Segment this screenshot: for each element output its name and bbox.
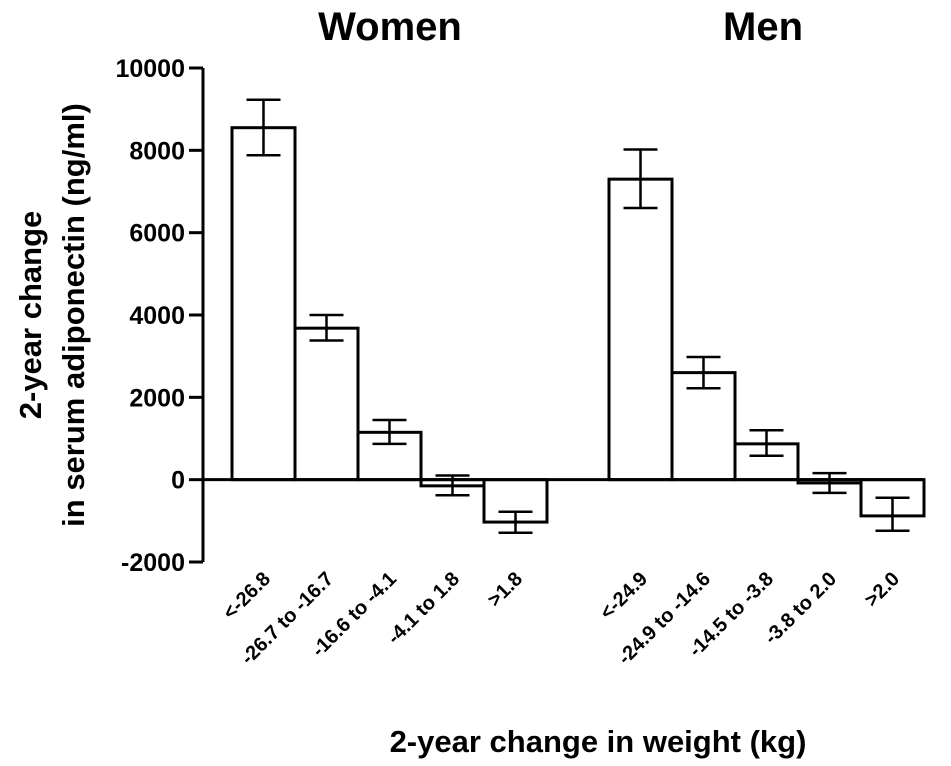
error-bar-women-1 xyxy=(246,98,281,157)
bar-women-1 xyxy=(230,126,297,482)
y-axis-title-line-2: in serum adiponectin (ng/ml) xyxy=(56,103,91,527)
y-tick-label: 6000 xyxy=(129,220,185,248)
error-bar-men-1 xyxy=(623,148,658,210)
x-tick-label: <-24.9 xyxy=(596,568,652,624)
group-title-women: Women xyxy=(318,5,462,49)
error-bar-men-3 xyxy=(749,429,784,458)
y-tick-label: 4000 xyxy=(129,302,185,330)
x-tick-label: >2.0 xyxy=(861,568,904,611)
error-bar-women-5 xyxy=(498,510,533,535)
x-axis-title: 2-year change in weight (kg) xyxy=(390,724,807,759)
bar-women-2 xyxy=(293,326,360,482)
bar-men-3 xyxy=(733,442,800,482)
y-tick-label: 2000 xyxy=(129,384,185,412)
error-bar-men-5 xyxy=(875,496,910,532)
x-tick-label: <-26.8 xyxy=(219,568,275,624)
y-tick-label: -2000 xyxy=(121,549,185,577)
error-bar-women-3 xyxy=(372,418,407,446)
y-tick-label: 0 xyxy=(171,467,185,495)
bars xyxy=(230,126,926,524)
group-title-men: Men xyxy=(723,5,803,49)
y-axis-title: 2-year change in serum adiponectin (ng/m… xyxy=(13,103,91,527)
x-tick-labels: <-26.8-26.7 to -16.7-16.6 to -4.1-4.1 to… xyxy=(219,568,904,669)
bar-men-1 xyxy=(607,177,674,482)
error-bar-men-2 xyxy=(686,355,721,390)
bar-men-2 xyxy=(670,371,737,482)
error-bar-men-4 xyxy=(812,471,847,495)
error-bar-women-2 xyxy=(309,313,344,342)
y-tick-label: 8000 xyxy=(129,137,185,165)
y-tick-label: 10000 xyxy=(115,55,185,83)
error-bars xyxy=(246,98,910,535)
y-axis: -2000 0 2000 4000 6000 8000 10000 xyxy=(115,55,205,577)
x-tick-label: >1.8 xyxy=(484,568,527,611)
y-axis-title-line-1: 2-year change xyxy=(13,211,48,420)
